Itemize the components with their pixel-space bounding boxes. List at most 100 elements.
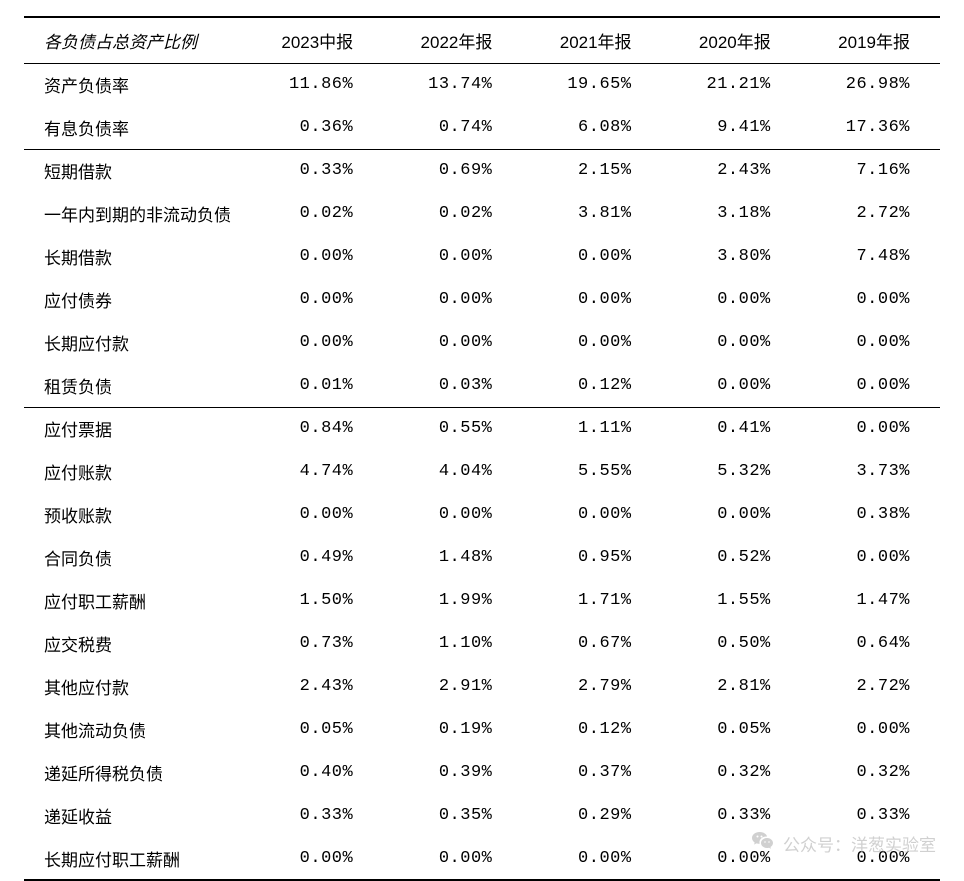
table-row: 一年内到期的非流动负债0.02%0.02%3.81%3.18%2.72% [24,192,940,235]
cell-value: 0.00% [383,321,522,364]
row-label: 有息负债率 [24,106,244,149]
cell-value: 0.00% [522,837,661,880]
cell-value: 26.98% [801,63,940,106]
cell-value: 0.29% [522,794,661,837]
cell-value: 4.04% [383,450,522,493]
table-row: 长期应付款0.00%0.00%0.00%0.00%0.00% [24,321,940,364]
cell-value: 0.40% [244,751,383,794]
cell-value: 0.00% [383,278,522,321]
row-label: 长期应付款 [24,321,244,364]
row-label: 短期借款 [24,149,244,192]
cell-value: 0.74% [383,106,522,149]
row-label: 长期应付职工薪酬 [24,837,244,880]
cell-value: 1.47% [801,579,940,622]
table-body: 资产负债率11.86%13.74%19.65%21.21%26.98%有息负债率… [24,63,940,880]
cell-value: 0.64% [801,622,940,665]
table-row: 其他应付款2.43%2.91%2.79%2.81%2.72% [24,665,940,708]
cell-value: 0.19% [383,708,522,751]
table-row: 租赁负债0.01%0.03%0.12%0.00%0.00% [24,364,940,407]
cell-value: 1.55% [662,579,801,622]
cell-value: 0.00% [662,321,801,364]
table-row: 应付账款4.74%4.04%5.55%5.32%3.73% [24,450,940,493]
cell-value: 0.38% [801,493,940,536]
cell-value: 0.00% [662,364,801,407]
cell-value: 0.95% [522,536,661,579]
cell-value: 3.73% [801,450,940,493]
cell-value: 7.16% [801,149,940,192]
cell-value: 0.00% [383,235,522,278]
cell-value: 0.00% [662,493,801,536]
table-row: 长期应付职工薪酬0.00%0.00%0.00%0.00%0.00% [24,837,940,880]
cell-value: 1.11% [522,407,661,450]
cell-value: 3.18% [662,192,801,235]
cell-value: 2.79% [522,665,661,708]
cell-value: 0.73% [244,622,383,665]
cell-value: 21.21% [662,63,801,106]
cell-value: 0.00% [801,278,940,321]
table-row: 长期借款0.00%0.00%0.00%3.80%7.48% [24,235,940,278]
cell-value: 0.00% [383,837,522,880]
col-header-2020: 2020年报 [662,17,801,63]
cell-value: 0.00% [801,536,940,579]
row-label: 其他流动负债 [24,708,244,751]
cell-value: 0.05% [662,708,801,751]
cell-value: 0.00% [801,837,940,880]
table-row: 其他流动负债0.05%0.19%0.12%0.05%0.00% [24,708,940,751]
cell-value: 1.10% [383,622,522,665]
col-header-label: 各负债占总资产比例 [24,17,244,63]
cell-value: 19.65% [522,63,661,106]
cell-value: 0.05% [244,708,383,751]
row-label: 应付票据 [24,407,244,450]
cell-value: 3.81% [522,192,661,235]
row-label: 递延所得税负债 [24,751,244,794]
cell-value: 0.49% [244,536,383,579]
cell-value: 0.52% [662,536,801,579]
cell-value: 0.00% [244,321,383,364]
cell-value: 0.00% [801,407,940,450]
cell-value: 1.99% [383,579,522,622]
table-row: 资产负债率11.86%13.74%19.65%21.21%26.98% [24,63,940,106]
row-label: 递延收益 [24,794,244,837]
cell-value: 17.36% [801,106,940,149]
cell-value: 0.32% [801,751,940,794]
col-header-2023h: 2023中报 [244,17,383,63]
cell-value: 6.08% [522,106,661,149]
cell-value: 0.33% [801,794,940,837]
cell-value: 0.00% [522,493,661,536]
col-header-2019: 2019年报 [801,17,940,63]
table-row: 合同负债0.49%1.48%0.95%0.52%0.00% [24,536,940,579]
cell-value: 0.37% [522,751,661,794]
table-row: 应付职工薪酬1.50%1.99%1.71%1.55%1.47% [24,579,940,622]
cell-value: 0.00% [244,837,383,880]
cell-value: 0.69% [383,149,522,192]
table-row: 递延收益0.33%0.35%0.29%0.33%0.33% [24,794,940,837]
table-row: 预收账款0.00%0.00%0.00%0.00%0.38% [24,493,940,536]
cell-value: 0.02% [244,192,383,235]
cell-value: 0.00% [244,493,383,536]
row-label: 应付账款 [24,450,244,493]
row-label: 预收账款 [24,493,244,536]
cell-value: 2.72% [801,665,940,708]
cell-value: 0.12% [522,364,661,407]
cell-value: 0.41% [662,407,801,450]
cell-value: 0.00% [801,364,940,407]
row-label: 资产负债率 [24,63,244,106]
cell-value: 0.50% [662,622,801,665]
cell-value: 5.32% [662,450,801,493]
table-row: 有息负债率0.36%0.74%6.08%9.41%17.36% [24,106,940,149]
cell-value: 2.72% [801,192,940,235]
cell-value: 0.00% [662,278,801,321]
row-label: 租赁负债 [24,364,244,407]
cell-value: 0.00% [801,708,940,751]
cell-value: 0.00% [522,321,661,364]
cell-value: 2.15% [522,149,661,192]
cell-value: 0.00% [801,321,940,364]
cell-value: 9.41% [662,106,801,149]
col-header-2022: 2022年报 [383,17,522,63]
cell-value: 0.84% [244,407,383,450]
cell-value: 5.55% [522,450,661,493]
cell-value: 0.33% [244,794,383,837]
cell-value: 3.80% [662,235,801,278]
cell-value: 0.35% [383,794,522,837]
cell-value: 0.02% [383,192,522,235]
